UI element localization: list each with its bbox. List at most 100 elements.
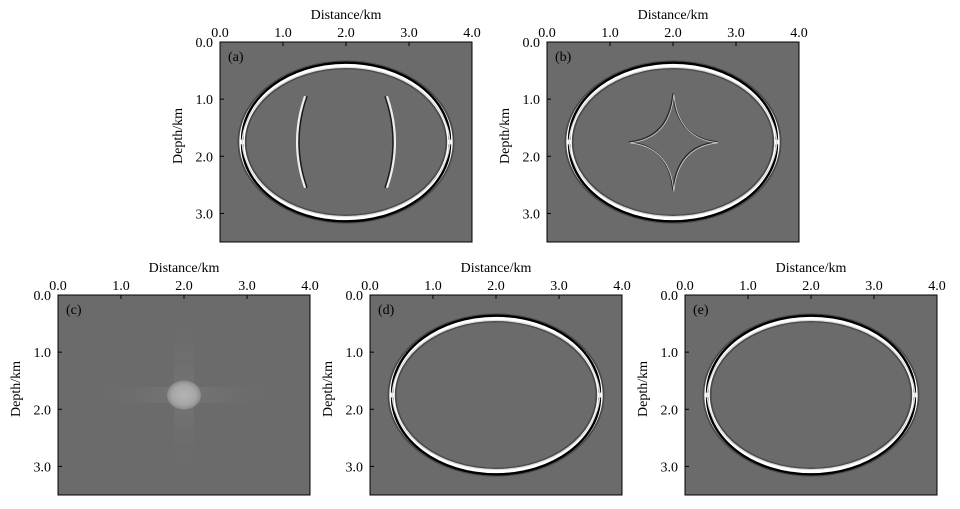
x-tick-label: 0.0 (361, 279, 379, 294)
x-tick-label: 3.0 (238, 279, 256, 294)
y-tick-label: 0.0 (661, 289, 679, 304)
y-tick-label: 2.0 (523, 150, 541, 165)
x-axis-title: Distance/km (311, 8, 382, 23)
x-tick-label: 4.0 (301, 279, 319, 294)
y-tick-label: 0.0 (34, 289, 52, 304)
y-tick-label: 1.0 (196, 93, 214, 108)
wavefield (564, 60, 782, 224)
wavefront-upper-band-2 (705, 314, 917, 393)
wavefront-upper-band-2 (240, 61, 452, 140)
y-tick-label: 2.0 (34, 403, 52, 418)
plot-background (370, 295, 622, 495)
wavefront-lower-band-3 (706, 392, 916, 471)
wavefield (387, 313, 605, 477)
panel-4: 0.0 1.0 2.0 3.0 4.0 0.0 1.0 2.0 3.0 Distance/km De… (636, 261, 946, 496)
x-tick-label: 0.0 (211, 26, 229, 41)
inner-arc-0 (295, 95, 307, 189)
x-tick-label: 3.0 (865, 279, 883, 294)
x-tick-label: 4.0 (613, 279, 631, 294)
plot-background (220, 42, 472, 242)
cusp-star-highlight (629, 94, 718, 192)
y-axis-title: Depth/km (171, 108, 186, 164)
wavefront-upper-band-1 (239, 62, 453, 143)
x-tick-label: 2.0 (487, 279, 505, 294)
y-tick-label: 2.0 (196, 150, 214, 165)
x-tick-label: 3.0 (727, 26, 745, 41)
x-axis-title: Distance/km (461, 261, 532, 276)
y-tick-label: 1.0 (661, 346, 679, 361)
x-axis-title: Distance/km (638, 8, 709, 23)
x-tick-label: 3.0 (550, 279, 568, 294)
y-tick-label: 3.0 (523, 207, 541, 222)
wavefront-upper-band-3 (391, 319, 601, 398)
x-tick-label: 2.0 (337, 26, 355, 41)
wavefront-lower-band-1 (704, 394, 918, 475)
y-tick-label: 1.0 (523, 93, 541, 108)
wavefront-upper-band-1 (566, 62, 780, 143)
wavefield (702, 313, 920, 477)
x-tick-label: 4.0 (928, 279, 946, 294)
panel-1: 0.0 1.0 2.0 3.0 4.0 0.0 1.0 2.0 3.0 Distance/km De… (498, 8, 808, 243)
panel-label: (e) (693, 303, 709, 318)
wavefront-upper-band-3 (568, 66, 778, 145)
x-tick-label: 2.0 (175, 279, 193, 294)
wavefront-lower-band-1 (566, 141, 780, 222)
wavefront-upper-band-1 (389, 315, 603, 396)
wavefield (83, 315, 285, 475)
wavefront-lower-band-2 (705, 397, 917, 476)
wavefront-lower-band-2 (390, 397, 602, 476)
x-tick-label: 1.0 (601, 26, 619, 41)
inner-arc-shadow-1 (384, 96, 394, 188)
x-tick-label: 3.0 (400, 26, 418, 41)
plot-background (547, 42, 799, 242)
wavefield (237, 60, 455, 224)
wavefront-upper-band-1 (704, 315, 918, 396)
y-tick-label: 3.0 (34, 460, 52, 475)
wavefront-lower-band-2 (567, 144, 779, 223)
wavefront-lower-band-1 (389, 394, 603, 475)
wavefront-lower-band-3 (568, 139, 778, 218)
y-axis-title: Depth/km (498, 108, 513, 164)
x-tick-label: 0.0 (538, 26, 556, 41)
y-axis-title: Depth/km (636, 361, 651, 417)
x-tick-label: 4.0 (790, 26, 808, 41)
x-tick-label: 1.0 (112, 279, 130, 294)
wavefront-lower-band-3 (241, 139, 451, 218)
x-tick-label: 0.0 (49, 279, 67, 294)
y-tick-label: 0.0 (523, 36, 541, 51)
plot-background (685, 295, 937, 495)
x-tick-label: 0.0 (676, 279, 694, 294)
y-tick-label: 1.0 (34, 346, 52, 361)
inner-arc-shadow-0 (298, 96, 308, 188)
y-tick-label: 0.0 (346, 289, 364, 304)
panel-2: 0.0 1.0 2.0 3.0 4.0 0.0 1.0 2.0 3.0 Distance/km De… (9, 261, 319, 496)
x-tick-label: 4.0 (463, 26, 481, 41)
y-axis-title: Depth/km (321, 361, 336, 417)
x-tick-label: 1.0 (739, 279, 757, 294)
y-tick-label: 3.0 (346, 460, 364, 475)
wavefront-upper-band-3 (241, 66, 451, 145)
x-axis-title: Distance/km (149, 261, 220, 276)
y-tick-label: 0.0 (196, 36, 214, 51)
y-axis-title: Depth/km (9, 361, 24, 417)
wavefront-lower-band-3 (391, 392, 601, 471)
panel-3: 0.0 1.0 2.0 3.0 4.0 0.0 1.0 2.0 3.0 Distance/km De… (321, 261, 631, 496)
wavefront-upper-band-2 (390, 314, 602, 393)
x-tick-label: 1.0 (424, 279, 442, 294)
y-tick-label: 2.0 (661, 403, 679, 418)
panel-label: (d) (378, 303, 395, 318)
panel-label: (b) (555, 50, 572, 65)
y-tick-label: 2.0 (346, 403, 364, 418)
wavefront-upper-band-3 (706, 319, 916, 398)
y-tick-label: 1.0 (346, 346, 364, 361)
x-axis-title: Distance/km (776, 261, 847, 276)
x-tick-label: 1.0 (274, 26, 292, 41)
x-tick-label: 2.0 (802, 279, 820, 294)
cusp-star (628, 93, 718, 191)
wavefront-lower-band-2 (240, 144, 452, 223)
wavefront-upper-band-2 (567, 61, 779, 140)
inner-arc-1 (385, 95, 397, 189)
y-tick-label: 3.0 (661, 460, 679, 475)
panel-label: (c) (66, 303, 82, 318)
